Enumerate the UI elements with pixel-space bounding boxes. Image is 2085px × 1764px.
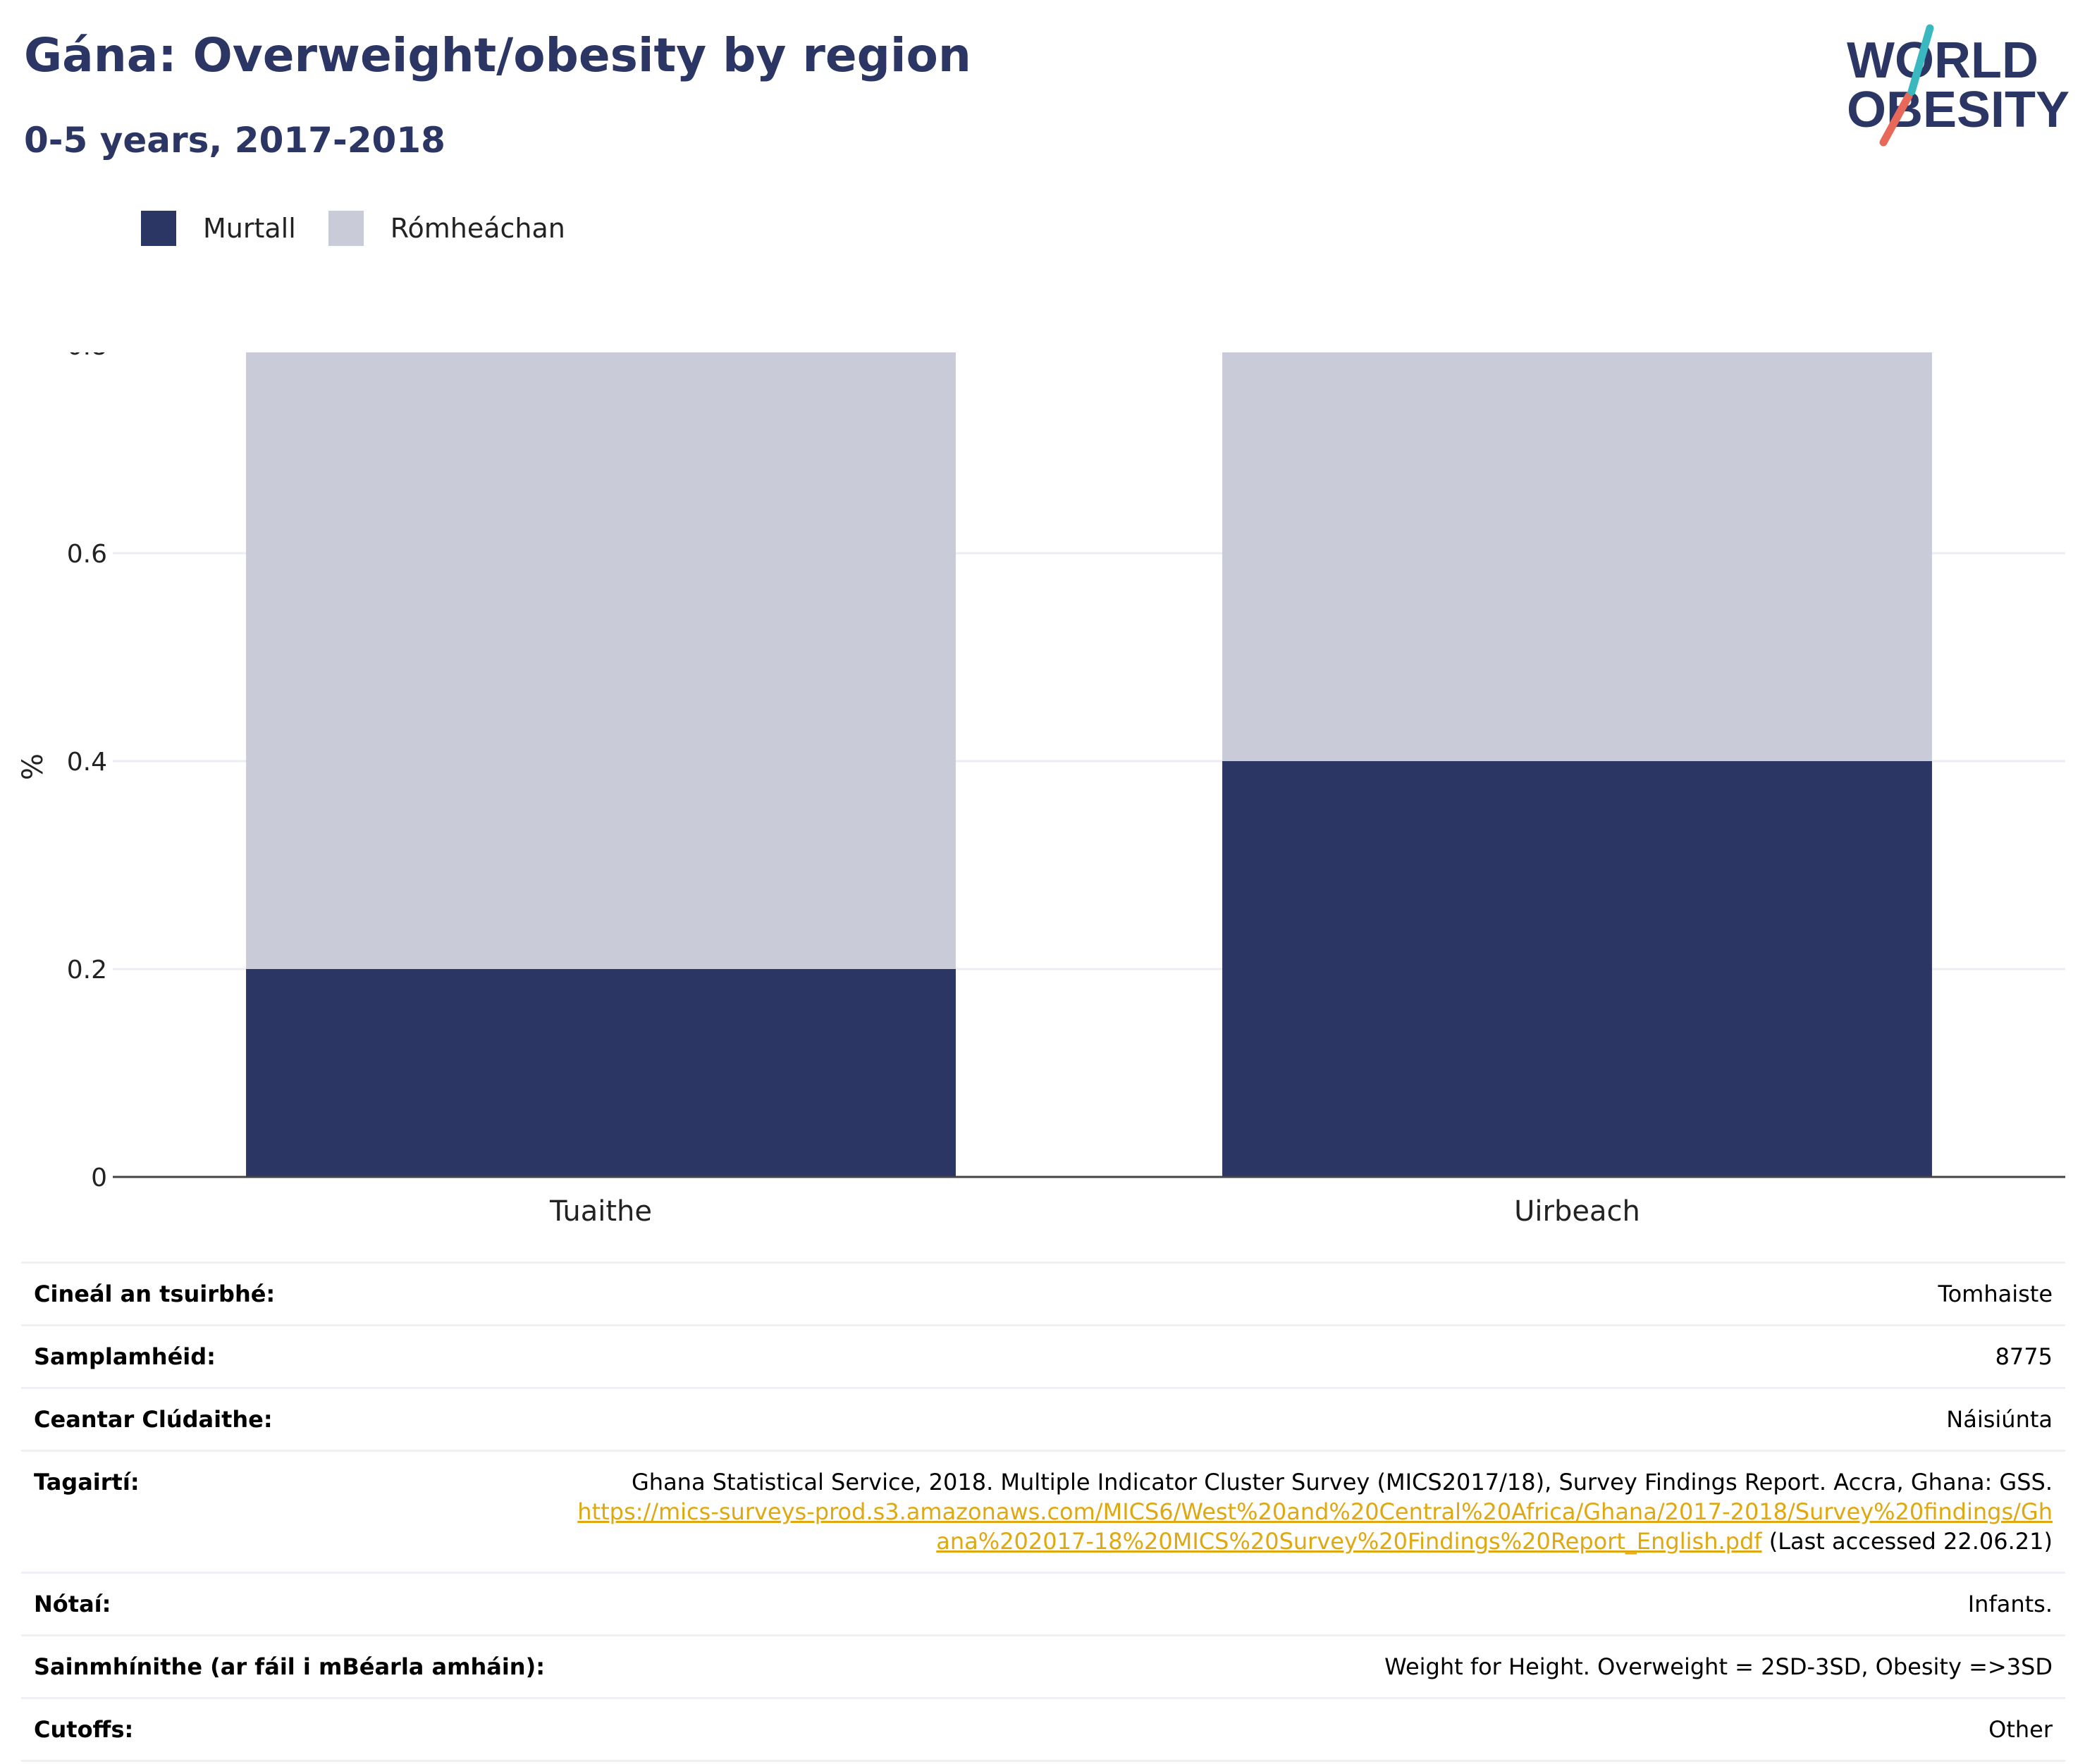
- legend-label-romheachan: Rómheáchan: [390, 213, 565, 244]
- bar-tuaithe-murtall: [246, 969, 956, 1177]
- legend-item-murtall[interactable]: Murtall: [141, 211, 296, 246]
- y-axis-title: %: [17, 753, 49, 780]
- info-label-definitions: Sainmhínithe (ar fáil i mBéarla amháin):: [21, 1634, 558, 1698]
- y-tick-label: 0: [91, 1164, 107, 1192]
- info-row-survey-type: Cineál an tsuirbhé: Tomhaiste: [21, 1262, 2065, 1326]
- y-tick-label: 0.2: [67, 956, 107, 985]
- x-tick-label: Tuaithe: [549, 1195, 652, 1226]
- legend-label-murtall: Murtall: [203, 213, 296, 244]
- chart-legend: Murtall Rómheáchan: [141, 209, 598, 248]
- info-value-notes: Infants.: [558, 1572, 2065, 1636]
- info-label-survey-type: Cineál an tsuirbhé:: [21, 1262, 558, 1326]
- svg-text:OBESITY: OBESITY: [1847, 82, 2069, 138]
- chart-subtitle: 0-5 years, 2017-2018: [24, 120, 445, 161]
- svg-text:WORLD: WORLD: [1847, 32, 2038, 89]
- info-label-area-covered: Ceantar Clúdaithe:: [21, 1387, 558, 1451]
- survey-info-table: Cineál an tsuirbhé: Tomhaiste Samplamhéi…: [21, 1262, 2065, 1762]
- legend-swatch-romheachan: [328, 211, 364, 246]
- info-label-notes: Nótaí:: [21, 1572, 558, 1636]
- x-tick-label: Uirbeach: [1514, 1195, 1640, 1226]
- info-row-notes: Nótaí: Infants.: [21, 1572, 2065, 1636]
- world-obesity-logo: WORLD OBESITY: [1847, 24, 2069, 147]
- reference-link[interactable]: https://mics-surveys-prod.s3.amazonaws.c…: [577, 1498, 2053, 1555]
- bar-uirbeach-romheachan: [1222, 352, 1932, 761]
- info-value-references: Ghana Statistical Service, 2018. Multipl…: [558, 1450, 2065, 1573]
- info-row-area-covered: Ceantar Clúdaithe: Náisiúnta: [21, 1387, 2065, 1451]
- info-value-cutoffs: Other: [558, 1697, 2065, 1762]
- info-label-cutoffs: Cutoffs:: [21, 1697, 558, 1762]
- info-label-sample-size: Samplamhéid:: [21, 1324, 558, 1388]
- bar-uirbeach-murtall: [1222, 761, 1932, 1177]
- info-label-references: Tagairtí:: [21, 1450, 558, 1573]
- bar-tuaithe-romheachan: [246, 352, 956, 969]
- info-value-area-covered: Náisiúnta: [558, 1387, 2065, 1451]
- info-value-definitions: Weight for Height. Overweight = 2SD-3SD,…: [558, 1634, 2065, 1698]
- legend-swatch-murtall: [141, 211, 176, 246]
- y-tick-label: 0.6: [67, 540, 107, 569]
- info-row-cutoffs: Cutoffs: Other: [21, 1697, 2065, 1762]
- info-value-sample-size: 8775: [558, 1324, 2065, 1388]
- reference-text: Ghana Statistical Service, 2018. Multipl…: [631, 1469, 2053, 1495]
- info-row-sample-size: Samplamhéid: 8775: [21, 1324, 2065, 1388]
- info-row-references: Tagairtí: Ghana Statistical Service, 201…: [21, 1450, 2065, 1573]
- chart-title: Gána: Overweight/obesity by region: [24, 28, 971, 82]
- y-tick-label: 0.8: [67, 352, 107, 361]
- info-value-survey-type: Tomhaiste: [558, 1262, 2065, 1326]
- reference-accessed: (Last accessed 22.06.21): [1769, 1528, 2053, 1555]
- info-row-definitions: Sainmhínithe (ar fáil i mBéarla amháin):…: [21, 1634, 2065, 1698]
- y-tick-label: 0.4: [67, 748, 107, 777]
- legend-item-romheachan[interactable]: Rómheáchan: [328, 211, 565, 246]
